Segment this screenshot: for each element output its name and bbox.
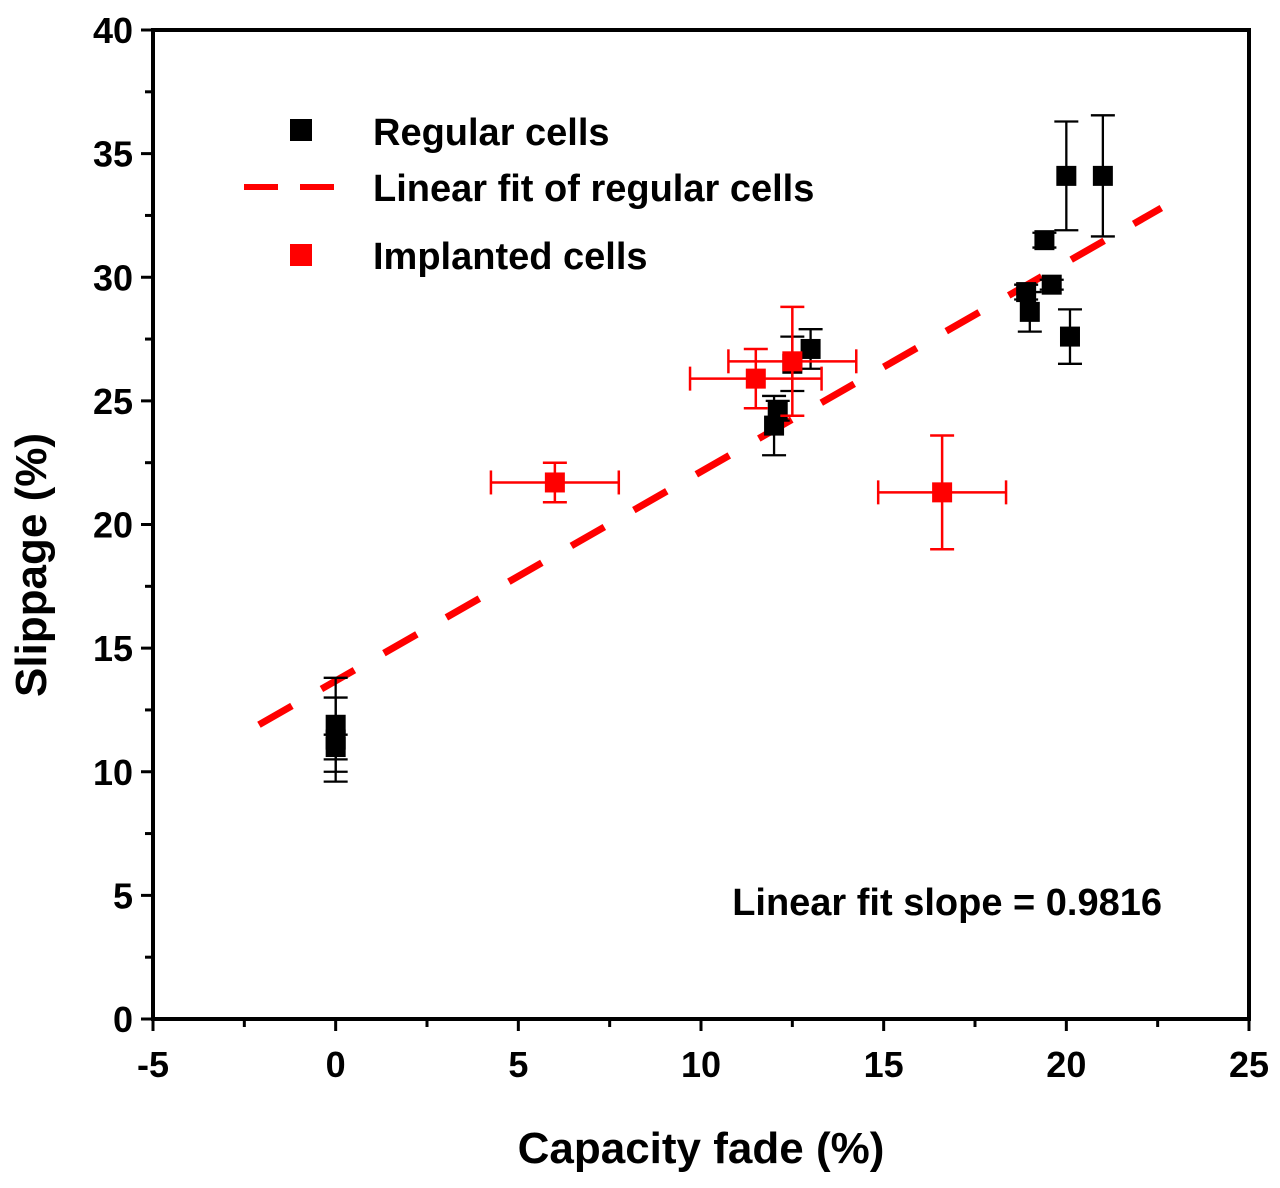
regular-marker <box>767 400 788 421</box>
implanted-marker <box>932 482 953 503</box>
implanted-marker <box>782 351 803 372</box>
implanted-cell-point <box>489 461 621 504</box>
y-tick-label: 20 <box>93 505 133 546</box>
regular-cell-point <box>323 733 348 761</box>
legend-marker-regular <box>290 119 312 141</box>
x-tick-label: 20 <box>1046 1044 1086 1085</box>
y-tick-label: 35 <box>93 134 133 175</box>
regular-cell-point <box>1039 274 1064 295</box>
implanted-cell-point <box>727 305 858 417</box>
regular-marker <box>1041 274 1062 295</box>
implanted-marker <box>745 368 766 389</box>
regular-cell-point <box>1032 230 1057 251</box>
legend-label-regular: Regular cells <box>373 112 610 154</box>
implanted-marker <box>544 472 565 493</box>
x-tick-label: 0 <box>326 1044 346 1085</box>
implanted-cell-point <box>876 434 1008 551</box>
plot-marks <box>257 114 1164 783</box>
regular-marker <box>1019 301 1040 322</box>
y-tick-label: 10 <box>93 752 133 793</box>
x-tick-label: 10 <box>681 1044 721 1085</box>
regular-cell-point <box>1057 308 1082 365</box>
x-tick-label: 15 <box>864 1044 904 1085</box>
y-tick-label: 25 <box>93 381 133 422</box>
x-tick-label: 25 <box>1229 1044 1269 1085</box>
legend-label-fit: Linear fit of regular cells <box>373 168 814 210</box>
y-tick-label: 40 <box>93 10 133 51</box>
fit-slope-annotation: Linear fit slope = 0.9816 <box>732 882 1162 924</box>
regular-marker <box>1056 165 1077 186</box>
regular-marker <box>1034 230 1055 251</box>
legend: Regular cells Linear fit of regular cell… <box>244 112 814 278</box>
y-tick-label: 0 <box>113 999 133 1040</box>
y-axis-label: Slippage (%) <box>7 433 56 697</box>
legend-marker-implanted <box>290 244 312 266</box>
y-tick-label: 5 <box>113 875 133 916</box>
regular-cell-point <box>1054 120 1079 232</box>
x-axis-label: Capacity fade (%) <box>518 1124 885 1173</box>
regular-marker <box>325 737 346 758</box>
regular-cell-point <box>765 399 790 422</box>
linear-fit-line <box>257 204 1164 728</box>
legend-label-implanted: Implanted cells <box>373 236 648 278</box>
y-tick-label: 30 <box>93 257 133 298</box>
x-tick-label: -5 <box>137 1044 169 1085</box>
regular-marker <box>1059 326 1080 347</box>
regular-marker <box>1092 165 1113 186</box>
implanted-cell-point <box>688 347 823 410</box>
x-tick-label: 5 <box>508 1044 528 1085</box>
regular-cell-point <box>1090 114 1115 238</box>
y-tick-label: 15 <box>93 628 133 669</box>
regular-cell-point <box>1017 290 1042 333</box>
regular-marker <box>800 338 821 359</box>
